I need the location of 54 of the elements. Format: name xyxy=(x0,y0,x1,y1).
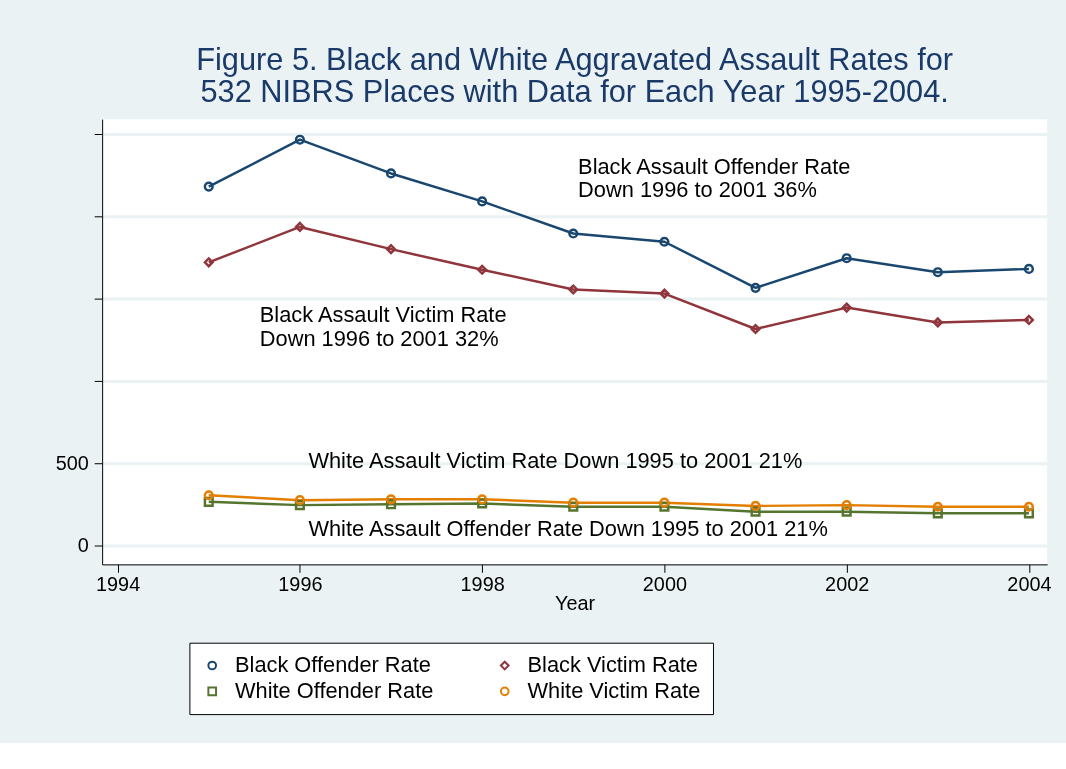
point xyxy=(659,236,670,247)
x-tick-label: 2000 xyxy=(642,572,687,595)
point xyxy=(568,228,579,239)
point xyxy=(1023,314,1035,326)
annotation: White Assault Victim Rate Down 1995 to 2001 21% xyxy=(308,448,803,474)
point xyxy=(477,494,488,505)
point xyxy=(385,244,397,255)
point xyxy=(659,501,670,512)
point xyxy=(385,168,397,179)
point xyxy=(203,496,214,507)
annotation: White Assault Offender Rate Down 1995 to 2001 21% xyxy=(308,515,828,541)
x-tick-label: 2004 xyxy=(1007,572,1052,595)
point xyxy=(932,508,943,519)
point xyxy=(659,497,670,508)
point xyxy=(294,495,305,506)
point xyxy=(841,253,852,264)
annotation: Black Assault Victim Rate Down 1996 to 2001 32% xyxy=(259,302,507,352)
point xyxy=(659,288,670,299)
legend-label: White Offender Rate xyxy=(235,678,434,704)
point xyxy=(294,221,305,233)
point xyxy=(841,500,852,511)
point xyxy=(477,498,488,509)
annotation: Black Assault Offender Rate Down 1996 to 2001 36% xyxy=(578,153,851,203)
x-axis-title: Year xyxy=(555,592,596,615)
point xyxy=(385,494,397,505)
point xyxy=(1023,508,1035,519)
x-tick-label: 1994 xyxy=(96,572,141,595)
x-tick-label: 1998 xyxy=(460,572,505,595)
point xyxy=(841,302,852,313)
point xyxy=(750,323,761,335)
x-tick-label: 1996 xyxy=(278,572,323,595)
point xyxy=(203,257,214,268)
legend-label: Black Offender Rate xyxy=(235,652,431,678)
text: Figure 5. Black and White Aggravated Assault Rates for xyxy=(196,41,954,77)
point xyxy=(932,501,943,512)
y-tick-label: 0 xyxy=(77,533,89,556)
point xyxy=(750,506,761,517)
point xyxy=(750,500,761,512)
y-tick-label: 500 xyxy=(55,451,89,474)
point xyxy=(568,284,579,295)
point xyxy=(477,196,488,207)
point xyxy=(750,282,761,293)
point xyxy=(294,134,305,145)
point xyxy=(568,497,579,508)
point xyxy=(385,499,397,510)
point xyxy=(294,500,305,511)
x-tick-label: 2002 xyxy=(825,572,870,595)
point xyxy=(841,506,852,517)
point xyxy=(477,264,488,275)
point xyxy=(568,501,579,512)
point xyxy=(932,317,943,328)
legend-label: White Victim Rate xyxy=(527,678,701,704)
point xyxy=(932,267,943,278)
legend-label: Black Victim Rate xyxy=(527,652,698,678)
